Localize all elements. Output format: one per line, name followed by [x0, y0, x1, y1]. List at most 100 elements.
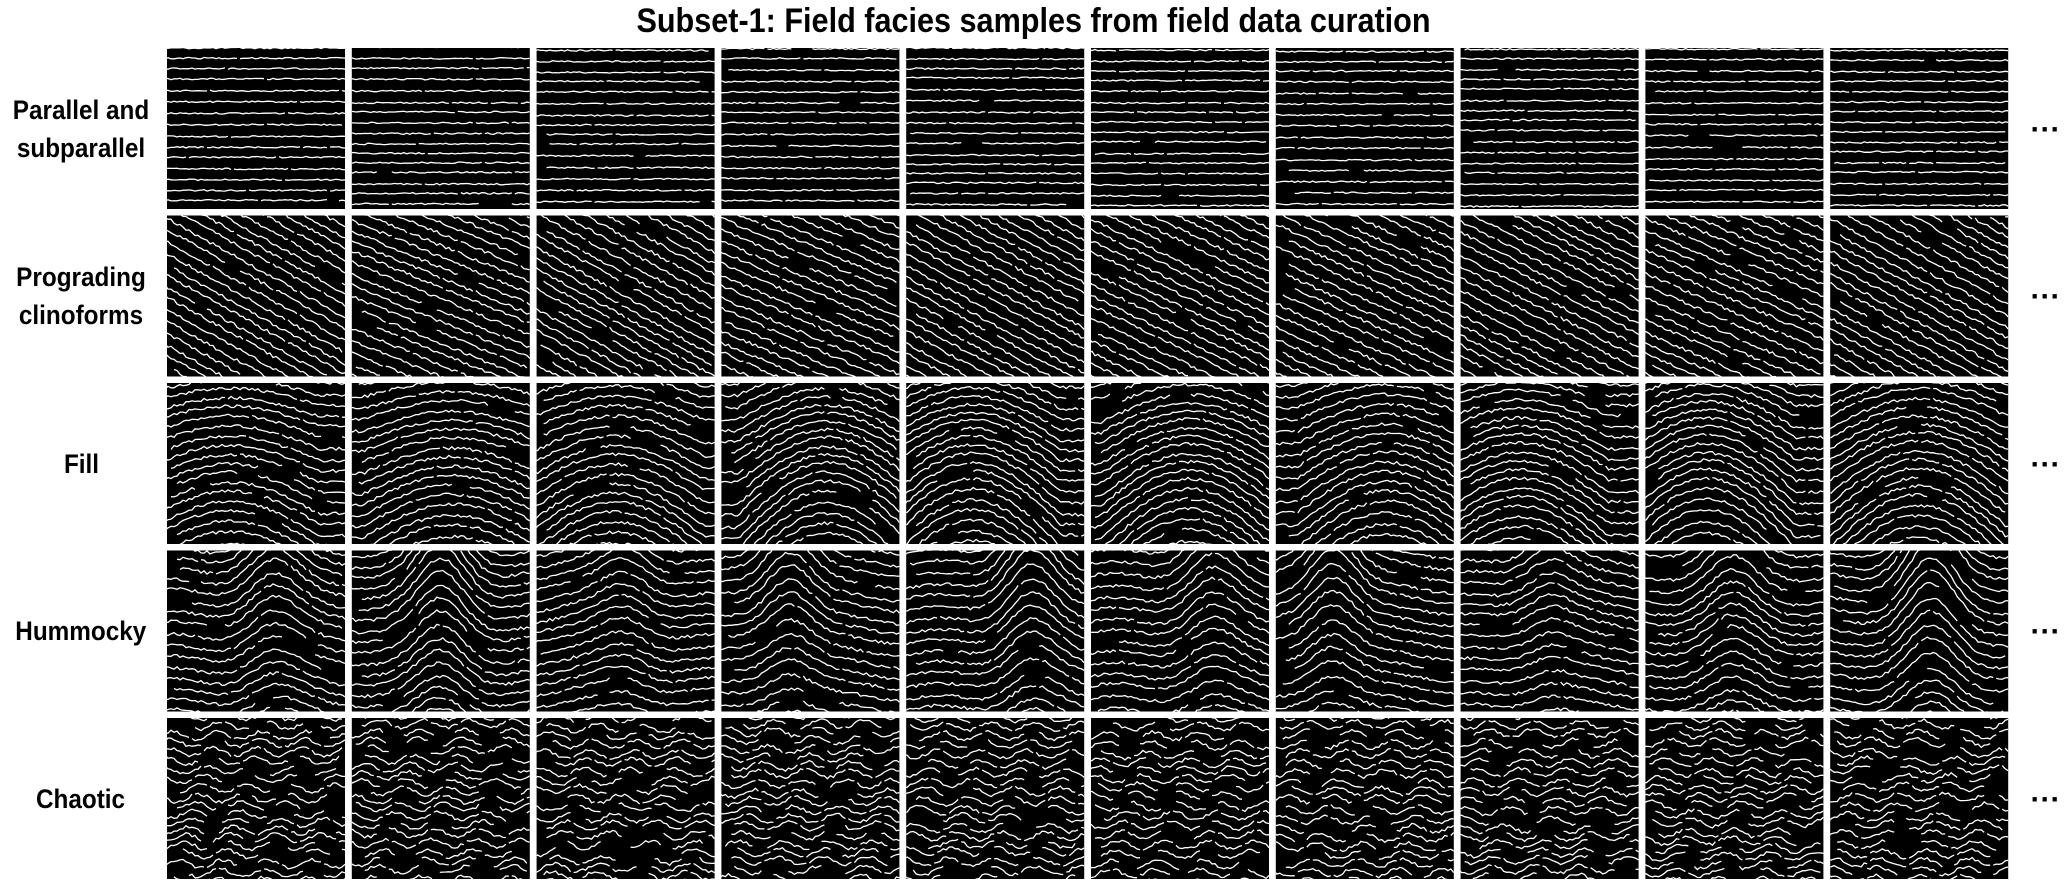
seismic-reflectors [906, 215, 1085, 377]
seismic-reflectors [1830, 49, 2009, 207]
seismic-reflectors [1275, 550, 1454, 712]
sample-tile [1830, 718, 2009, 879]
more-indicator: ··· [2030, 615, 2061, 648]
seismic-reflectors [906, 48, 1085, 206]
seismic-reflectors [1275, 215, 1454, 377]
sample-tile [721, 48, 900, 209]
seismic-reflectors [1645, 48, 1824, 204]
sample-tile [351, 48, 530, 209]
seismic-reflectors [1460, 215, 1639, 377]
sample-tile [351, 215, 530, 377]
seismic-reflectors [1830, 718, 2009, 879]
seismic-reflectors [906, 718, 1085, 879]
sample-tile [1645, 550, 1824, 712]
sample-tile [1645, 48, 1824, 209]
seismic-reflectors [351, 550, 530, 712]
seismic-reflectors [536, 383, 715, 544]
seismic-reflectors [721, 215, 900, 377]
row-label: Fill [0, 383, 162, 544]
seismic-reflectors [1645, 718, 1824, 879]
seismic-reflectors [1645, 550, 1824, 712]
sample-tile [906, 550, 1085, 712]
seismic-reflectors [1460, 550, 1639, 712]
seismic-reflectors [721, 383, 900, 544]
seismic-reflectors [1275, 50, 1454, 206]
seismic-reflectors [906, 383, 1085, 544]
sample-tile [167, 215, 345, 377]
sample-tile [1830, 48, 2009, 209]
seismic-reflectors [351, 48, 530, 206]
sample-tile [1275, 718, 1454, 879]
seismic-reflectors [1645, 215, 1824, 377]
seismic-reflectors [536, 49, 715, 204]
seismic-reflectors [351, 383, 530, 544]
seismic-reflectors [1460, 48, 1639, 208]
sample-tile [1830, 383, 2009, 544]
sample-tile [536, 48, 715, 209]
row-label: Parallel and subparallel [0, 48, 162, 209]
sample-tile [167, 48, 345, 209]
figure-title: Subset-1: Field facies samples from fiel… [636, 2, 1431, 40]
row-label: Chaotic [0, 718, 162, 879]
seismic-reflectors [167, 48, 345, 209]
sample-tile [1830, 215, 2009, 377]
seismic-reflectors [1275, 383, 1454, 544]
seismic-reflectors [167, 550, 345, 712]
sample-tile [1275, 550, 1454, 712]
sample-tile [351, 718, 530, 879]
more-indicator: ··· [2030, 447, 2061, 481]
seismic-reflectors [1275, 718, 1454, 879]
seismic-reflectors [351, 215, 530, 377]
sample-tile [721, 718, 900, 879]
more-indicator: ··· [2030, 280, 2061, 313]
row-label-text: Parallel and subparallel [12, 94, 150, 163]
sample-tile [536, 383, 715, 544]
sample-tile [1460, 550, 1639, 712]
row-label-text: Chaotic [36, 783, 126, 814]
seismic-reflectors [167, 718, 345, 879]
seismic-reflectors [1460, 383, 1639, 544]
seismic-reflectors [721, 550, 900, 712]
sample-tile [351, 383, 530, 544]
sample-tile [167, 383, 345, 544]
seismic-reflectors [1091, 550, 1269, 712]
more-indicator: ··· [2030, 782, 2061, 816]
row-label-text: Fill [63, 448, 99, 479]
seismic-reflectors [167, 383, 345, 544]
sample-tile [1460, 48, 1639, 209]
sample-tile [1091, 550, 1269, 712]
seismic-reflectors [721, 718, 900, 879]
sample-tile [1460, 383, 1639, 544]
sample-tile [1830, 550, 2009, 712]
seismic-reflectors [1091, 718, 1269, 879]
seismic-reflectors [721, 48, 900, 202]
row-label: Hummocky [0, 551, 162, 712]
seismic-reflectors [167, 215, 345, 377]
row-label-text: Hummocky [15, 616, 147, 646]
sample-tile [536, 550, 715, 712]
seismic-reflectors [1460, 718, 1639, 879]
seismic-reflectors [1091, 215, 1269, 377]
seismic-reflectors [1091, 48, 1269, 207]
seismic-reflectors [1830, 383, 2009, 544]
seismic-reflectors [536, 215, 715, 377]
more-indicator: ··· [2030, 112, 2061, 146]
seismic-reflectors [536, 718, 715, 879]
sample-tile [536, 718, 715, 879]
sample-tile [721, 383, 900, 544]
row-label-text: Prograding clinoforms [16, 262, 146, 330]
sample-tile [1460, 718, 1639, 879]
sample-tile [906, 215, 1085, 377]
seismic-reflectors [536, 550, 715, 712]
seismic-reflectors [351, 718, 530, 879]
seismic-reflectors [1645, 383, 1824, 544]
seismic-reflectors [1830, 215, 2009, 377]
seismic-reflectors [906, 550, 1085, 712]
seismic-reflectors [1091, 383, 1269, 544]
sample-tile [1460, 215, 1639, 377]
seismic-reflectors [1830, 550, 2009, 712]
sample-tile [167, 550, 345, 712]
sample-tile [1091, 48, 1269, 209]
